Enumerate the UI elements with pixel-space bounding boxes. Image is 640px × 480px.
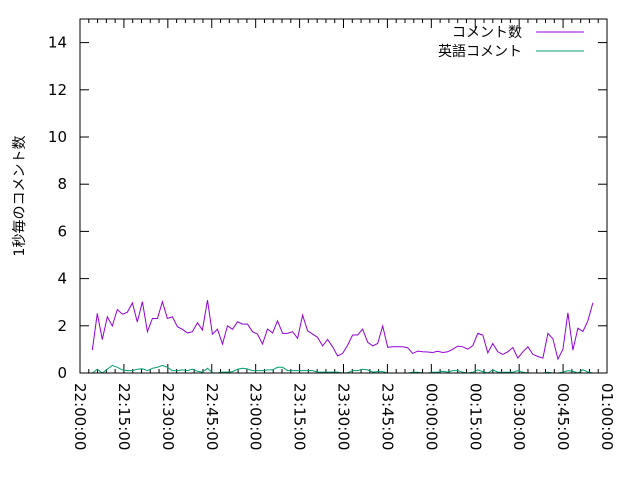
- plot-border: [79, 18, 608, 374]
- y-tick-label: 4: [57, 270, 67, 288]
- y-tick-labels: 0 2 4 6 8 10 12 14: [48, 34, 67, 382]
- x-tick-label: 00:15:00: [466, 383, 484, 450]
- x-tick-label: 23:15:00: [291, 383, 309, 450]
- legend-label-comments: コメント数: [452, 25, 522, 41]
- y-tick-label: 10: [48, 128, 67, 146]
- series-points: [92, 365, 594, 374]
- y-axis-label: 1秒毎のコメント数: [12, 136, 28, 257]
- x-tick-label: 22:45:00: [203, 383, 221, 450]
- y-tick-label: 6: [57, 222, 67, 240]
- legend: コメント数 英語コメント: [438, 25, 584, 60]
- y-tick-label: 12: [48, 81, 67, 99]
- x-tick-label: 00:00:00: [422, 383, 440, 450]
- x-tick-labels: 22:00:00 22:15:00 22:30:00 22:45:00 23:00:00…: [71, 383, 616, 450]
- axis-ticks: [79, 19, 608, 374]
- series-lines: [91, 299, 594, 374]
- series-points: [92, 299, 594, 360]
- legend-label-english-comments: 英語コメント: [438, 43, 522, 60]
- y-tick-label: 8: [57, 175, 67, 193]
- y-tick-label: 14: [48, 34, 67, 52]
- x-tick-label: 00:30:00: [510, 383, 528, 450]
- x-tick-label: 23:45:00: [378, 383, 396, 450]
- y-tick-label: 2: [57, 317, 67, 335]
- series-line-comments: [91, 299, 594, 361]
- x-tick-label: 22:15:00: [115, 383, 133, 450]
- x-tick-label: 22:30:00: [159, 383, 177, 450]
- x-tick-label: 01:00:00: [598, 383, 616, 450]
- x-tick-label: 23:00:00: [247, 383, 265, 450]
- x-tick-label: 22:00:00: [71, 383, 89, 450]
- x-tick-label: 23:30:00: [335, 383, 353, 450]
- x-tick-label: 00:45:00: [554, 383, 572, 450]
- y-tick-label: 0: [57, 364, 67, 382]
